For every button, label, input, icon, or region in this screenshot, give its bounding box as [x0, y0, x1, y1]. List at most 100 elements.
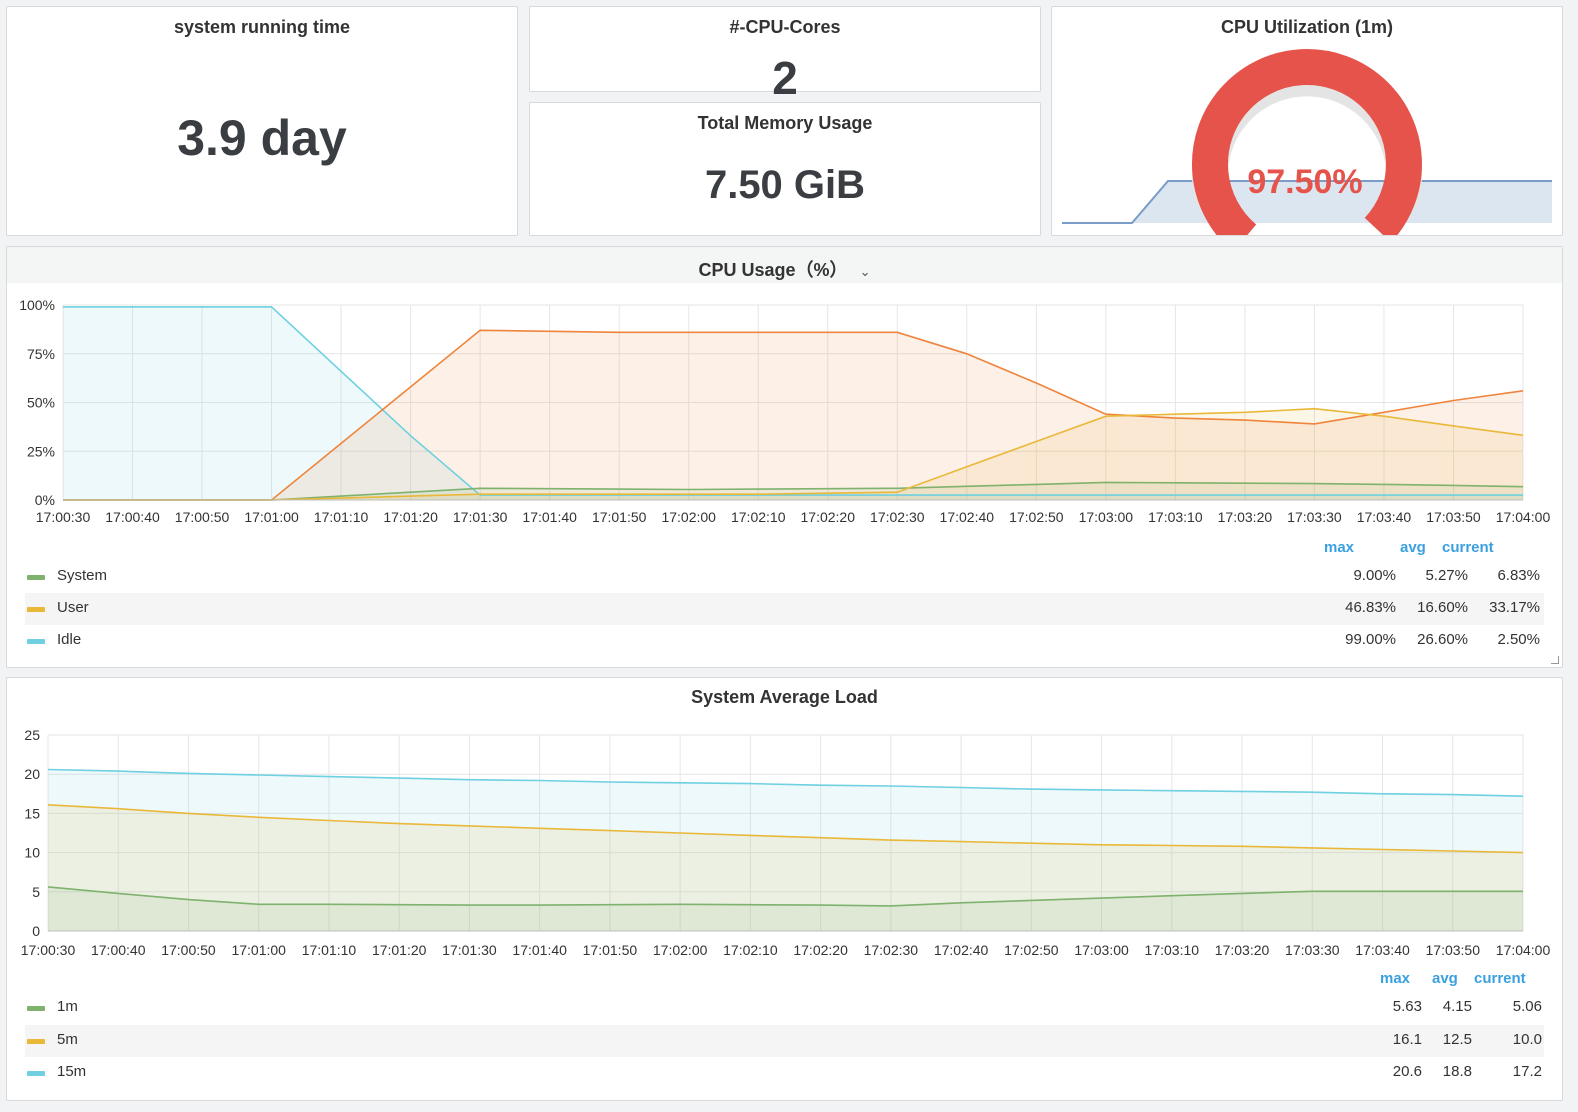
- x-tick-label: 17:03:00: [1079, 509, 1134, 525]
- memory-value: 7.50 GiB: [704, 163, 866, 207]
- x-tick-label: 17:03:50: [1426, 509, 1481, 525]
- x-tick-label: 17:03:00: [1074, 942, 1129, 958]
- x-tick-label: 17:01:30: [453, 509, 508, 525]
- uptime-panel: system running time 3.9 day: [6, 6, 518, 236]
- cpu-util-title[interactable]: CPU Utilization (1m): [1220, 17, 1393, 37]
- y-tick-label: 0: [32, 923, 40, 939]
- cpu-cores-panel: #-CPU-Cores 2: [529, 6, 1041, 104]
- x-tick-label: 17:01:30: [442, 942, 497, 958]
- series-line: [63, 306, 1523, 496]
- legend-avg: 4.15: [1442, 998, 1472, 1015]
- legend-header-max[interactable]: max: [1324, 539, 1355, 556]
- x-tick-label: 17:03:40: [1355, 942, 1410, 958]
- resize-handle[interactable]: [1551, 656, 1559, 664]
- sparkline-line: [1062, 180, 1552, 224]
- x-tick-label: 17:01:00: [231, 942, 286, 958]
- series-area: [63, 306, 1523, 500]
- legend-max: 46.83%: [1345, 599, 1396, 616]
- y-tick-label: 25: [24, 727, 40, 743]
- y-tick-label: 5: [32, 884, 40, 900]
- x-tick-label: 17:01:10: [302, 942, 357, 958]
- x-tick-label: 17:01:10: [314, 509, 369, 525]
- cpu-usage-title: CPU Usage（%）: [698, 260, 848, 280]
- y-tick-label: 0%: [35, 492, 55, 508]
- cpu-usage-header: [7, 247, 1562, 283]
- x-tick-label: 17:02:20: [801, 509, 856, 525]
- x-tick-label: 17:01:40: [512, 942, 567, 958]
- legend-max: 20.6: [1392, 1063, 1422, 1080]
- cpu-usage-chart[interactable]: 0% 25% 50% 75% 100% 17:00:30 17:00:40 17:00:50 1…: [7, 285, 1562, 575]
- x-tick-label: 17:03:40: [1357, 509, 1412, 525]
- legend-avg: 18.8: [1442, 1063, 1472, 1080]
- cpu-util-gauge: 97.50%: [1062, 49, 1552, 235]
- x-tick-label: 17:01:00: [244, 509, 299, 525]
- x-tick-label: 17:02:00: [653, 942, 708, 958]
- x-tick-label: 17:00:30: [21, 942, 76, 958]
- legend-current: 6.83%: [1497, 567, 1540, 584]
- legend-current: 5.06: [1512, 998, 1542, 1015]
- x-tick-label: 17:04:00: [1496, 942, 1551, 958]
- legend-avg: 16.60%: [1417, 599, 1468, 616]
- y-tick-label: 100%: [19, 297, 55, 313]
- y-tick-label: 10: [24, 845, 40, 861]
- load-chart[interactable]: 0 5 10 15 20 25 17:00:30 17:00:40 17:00:50 17:01:…: [7, 718, 1562, 1008]
- x-tick-label: 17:02:00: [661, 509, 716, 525]
- legend-row-5m[interactable]: 5m 16.1 12.5 10.0: [25, 1025, 1544, 1057]
- cpu-util-panel: CPU Utilization (1m) 97.50%: [1051, 6, 1563, 236]
- gauge-fill: [1192, 49, 1422, 235]
- memory-title[interactable]: Total Memory Usage: [697, 113, 873, 133]
- cpu-cores-value: 2: [772, 52, 798, 104]
- load-title[interactable]: System Average Load: [691, 687, 878, 707]
- x-tick-label: 17:04:00: [1496, 509, 1551, 525]
- legend-avg: 26.60%: [1417, 631, 1468, 648]
- x-tick-label: 17:02:50: [1004, 942, 1059, 958]
- legend-swatch: [27, 639, 45, 644]
- x-tick-label: 17:00:50: [175, 509, 230, 525]
- x-tick-label: 17:01:40: [522, 509, 577, 525]
- x-tick-label: 17:00:50: [161, 942, 216, 958]
- x-tick-label: 17:02:20: [793, 942, 848, 958]
- uptime-title[interactable]: system running time: [173, 17, 351, 37]
- cpu-usage-title-row[interactable]: CPU Usage（%） ⌄: [7, 256, 1562, 282]
- legend-name: 1m: [57, 998, 78, 1015]
- series-line: [63, 407, 1524, 501]
- legend-row-system[interactable]: System 9.00% 5.27% 6.83%: [25, 561, 1544, 593]
- legend-row-1m[interactable]: 1m 5.63 4.15 5.06: [25, 992, 1544, 1024]
- legend-avg: 12.5: [1442, 1031, 1472, 1048]
- x-tick-label: 17:03:30: [1287, 509, 1342, 525]
- series-area: [48, 769, 1523, 931]
- legend-header-max[interactable]: max: [1380, 970, 1411, 987]
- gauge-value: 97.50%: [1247, 163, 1362, 201]
- legend-header-avg[interactable]: avg: [1432, 970, 1458, 987]
- legend-row-user[interactable]: User 46.83% 16.60% 33.17%: [25, 593, 1544, 625]
- x-tick-label: 17:03:10: [1148, 509, 1203, 525]
- load-legend-header: max avg current: [1380, 970, 1544, 990]
- legend-name: System: [57, 567, 108, 584]
- x-tick-label: 17:02:40: [940, 509, 995, 525]
- legend-max: 99.00%: [1345, 631, 1396, 648]
- legend-avg: 5.27%: [1425, 567, 1468, 584]
- load-panel: System Average Load 0 5 10 15 20 25 17:00:30 17…: [6, 677, 1563, 1101]
- legend-header-current[interactable]: current: [1474, 970, 1526, 987]
- series-area: [48, 804, 1523, 931]
- uptime-value: 3.9 day: [177, 110, 347, 166]
- x-tick-label: 17:01:50: [592, 509, 647, 525]
- legend-header-avg[interactable]: avg: [1400, 539, 1426, 556]
- legend-row-idle[interactable]: Idle 99.00% 26.60% 2.50%: [25, 625, 1544, 657]
- x-tick-label: 17:00:40: [105, 509, 160, 525]
- series-area: [63, 330, 1523, 500]
- legend-max: 5.63: [1392, 998, 1422, 1015]
- chevron-down-icon[interactable]: ⌄: [859, 264, 871, 279]
- legend-current: 2.50%: [1497, 631, 1540, 648]
- series-line: [63, 481, 1524, 501]
- cpu-legend: max avg current System 9.00% 5.27% 6.83%…: [25, 539, 1544, 659]
- legend-row-15m[interactable]: 15m 20.6 18.8 17.2: [25, 1057, 1544, 1089]
- cpu-usage-panel: CPU Usage（%） ⌄ 0% 25% 50% 75% 100% 17:00:30 17:…: [6, 246, 1563, 668]
- legend-header-current[interactable]: current: [1442, 539, 1494, 556]
- legend-current: 17.2: [1512, 1063, 1542, 1080]
- legend-max: 9.00%: [1353, 567, 1396, 584]
- x-tick-label: 17:01:20: [372, 942, 427, 958]
- cpu-cores-title[interactable]: #-CPU-Cores: [729, 17, 841, 37]
- x-tick-label: 17:02:30: [870, 509, 925, 525]
- y-tick-label: 75%: [27, 346, 55, 362]
